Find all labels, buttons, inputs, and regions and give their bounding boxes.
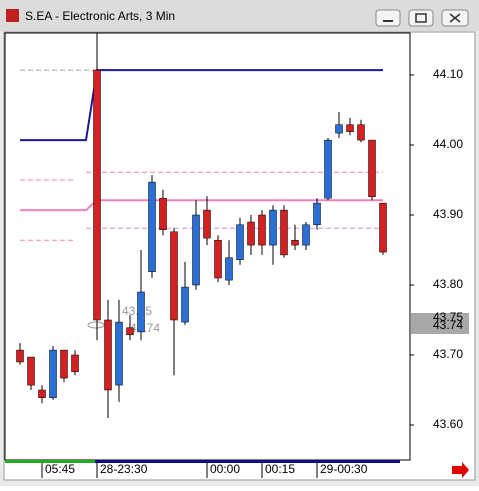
maximize-button[interactable] [408, 9, 434, 27]
candle-body [192, 214, 200, 286]
candle-body [181, 286, 189, 323]
candle-body [236, 224, 244, 261]
candle-body [302, 224, 310, 246]
price-tag: 43.74 [433, 318, 463, 332]
x-tick-label: 00:15 [265, 462, 295, 476]
annotation-marker [87, 321, 105, 329]
annotation: 43.75 [122, 304, 152, 318]
y-tick-label: 43.90 [433, 207, 463, 221]
candle-body [148, 181, 156, 272]
candle-body [115, 321, 123, 386]
candle-body [357, 124, 365, 141]
candle-body [49, 349, 57, 398]
close-glyph [449, 13, 461, 23]
session-bar [5, 460, 95, 463]
maximize-glyph [415, 13, 427, 23]
candle-body [269, 209, 277, 246]
candle-body [71, 354, 79, 373]
candle-body [258, 214, 266, 246]
y-tick-label: 44.10 [433, 67, 463, 81]
y-tick-label: 43.80 [433, 277, 463, 291]
x-tick-label: 00:00 [210, 462, 240, 476]
candle-body [137, 291, 145, 333]
candle-body [104, 319, 112, 391]
minimize-button[interactable] [375, 9, 401, 27]
candle-body [379, 202, 387, 253]
y-tick-label: 43.70 [433, 347, 463, 361]
candle-body [324, 139, 332, 199]
candle-body [170, 231, 178, 321]
candle-body [203, 209, 211, 239]
candle-body [313, 202, 321, 226]
y-tick-label: 43.60 [433, 417, 463, 431]
scroll-arrow[interactable] [452, 462, 469, 478]
x-tick-label: 05:45 [45, 462, 75, 476]
candle-body [60, 349, 68, 379]
plot-area [4, 32, 411, 461]
candle-body [93, 69, 101, 321]
price-tag-box [411, 313, 469, 334]
candle-body [214, 239, 222, 279]
candle-body [280, 209, 288, 256]
y-tick-label: 44.00 [433, 137, 463, 151]
candle-body [225, 257, 233, 281]
session-bar [95, 460, 400, 463]
candle-body [346, 124, 354, 132]
candle-body [126, 327, 134, 335]
window-title: S.EA - Electronic Arts, 3 Min [25, 9, 175, 23]
candle-body [16, 349, 24, 363]
candle-body [38, 389, 46, 398]
price-tag: 43.75 [433, 310, 463, 324]
annotation: 43.74 [130, 321, 160, 335]
app-icon [6, 9, 19, 22]
candle-body [27, 356, 35, 386]
indicator-line [20, 199, 383, 212]
x-tick-label: 29-00:30 [320, 462, 368, 476]
candle-body [335, 124, 343, 134]
candle-body [159, 197, 167, 230]
candle-body [247, 221, 255, 246]
candle-body [291, 239, 299, 246]
x-tick-label: 28-23:30 [100, 462, 148, 476]
candle-body [368, 139, 376, 198]
indicator-line [20, 69, 383, 142]
